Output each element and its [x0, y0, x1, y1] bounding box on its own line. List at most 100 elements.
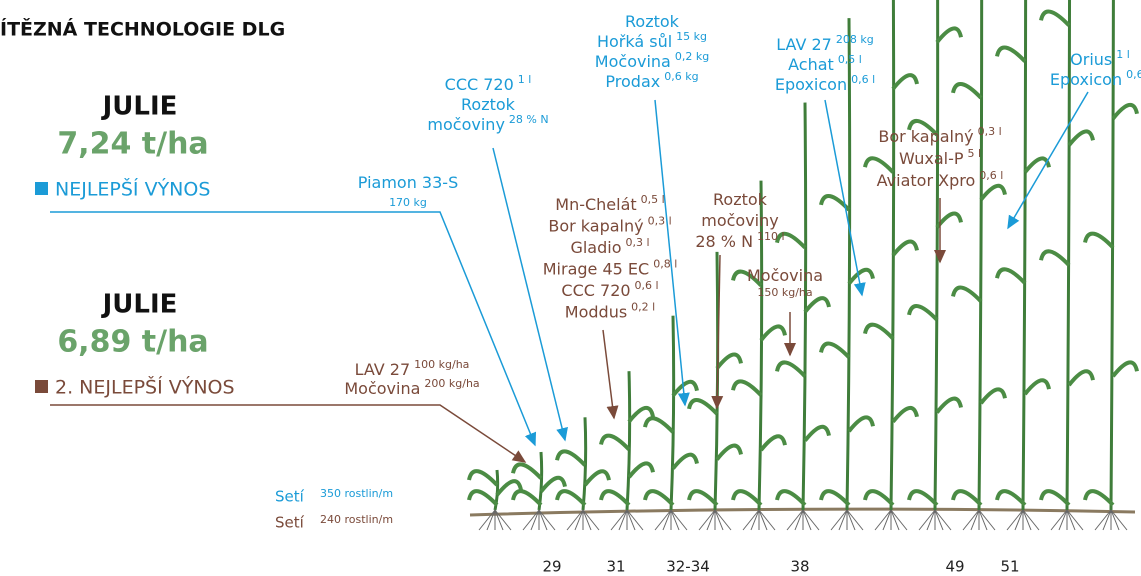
dose: 1 l — [518, 73, 532, 86]
dose: 1 l — [1116, 48, 1130, 61]
leaf — [775, 231, 807, 250]
product: Epoxicon — [775, 75, 847, 94]
annotation-line: Mn-Chelát 0,5 l — [555, 193, 664, 214]
annotation-line: 170 kg — [389, 196, 427, 209]
product: Aviator Xpro — [877, 171, 976, 190]
month: JULIE — [101, 290, 178, 320]
leaf — [863, 156, 895, 174]
leaf — [511, 462, 543, 480]
dose: 100 kg/ha — [414, 358, 469, 371]
leaf — [759, 324, 787, 342]
legend-square — [35, 380, 48, 393]
leaf — [1039, 249, 1071, 267]
root — [618, 509, 628, 531]
dose: 0,5 l — [838, 53, 862, 66]
stem — [1021, 0, 1028, 511]
stem — [977, 0, 984, 511]
root — [566, 509, 584, 531]
annotation-line: LAV 27 100 kg/ha — [355, 358, 470, 379]
root — [758, 509, 768, 531]
leaf — [555, 489, 587, 507]
annotation-line: Epoxicon 0,6 l — [775, 73, 875, 94]
product: CCC 720 — [445, 75, 514, 94]
root — [890, 509, 908, 531]
leaf — [555, 449, 587, 467]
root — [802, 509, 820, 531]
arrow — [1007, 91, 1089, 230]
root — [706, 509, 716, 531]
root — [1006, 509, 1024, 531]
root — [978, 509, 996, 531]
annotation-line: CCC 720 0,6 l — [561, 279, 658, 300]
stem — [845, 18, 852, 511]
stem — [757, 180, 764, 511]
root — [698, 509, 716, 531]
leaf — [1039, 489, 1071, 507]
leaf — [907, 304, 939, 322]
annotation-line: Roztok — [625, 12, 680, 31]
sowing-label: Setí — [275, 488, 305, 506]
arrow — [654, 99, 690, 407]
product: Mn-Chelát — [555, 195, 636, 214]
root — [1102, 509, 1112, 531]
product: Wuxal-P — [899, 149, 964, 168]
stage: 51 — [1000, 558, 1019, 576]
stage: 31 — [606, 558, 625, 576]
dose: 0,5 l — [641, 193, 665, 206]
product: Orius — [1070, 50, 1112, 69]
dose: 0,6 l — [635, 279, 659, 292]
annotation-line: Moddus 0,2 l — [565, 301, 655, 322]
stage: 29 — [542, 558, 561, 576]
leaf — [803, 424, 831, 442]
dose: 0,6 l — [851, 73, 875, 86]
dose: 5 l — [967, 147, 981, 160]
leaf — [907, 119, 939, 137]
annotation-line: 150 kg/ha — [757, 286, 812, 299]
product: Roztok — [461, 95, 516, 114]
leaf — [1111, 360, 1139, 378]
root — [582, 509, 600, 531]
annotation-line: Orius 1 l — [1070, 48, 1130, 69]
root — [890, 509, 900, 531]
stage: 49 — [945, 558, 964, 576]
yield: 6,89 t/ha — [57, 325, 208, 360]
leaf — [583, 469, 611, 487]
leaf — [847, 415, 875, 433]
annotation-line: Gladio 0,3 l — [570, 236, 649, 257]
annotation-line: Hořká sůl 15 kg — [597, 30, 707, 51]
stem — [889, 0, 896, 511]
dose: 150 kg/ha — [757, 286, 812, 299]
leaf — [759, 434, 787, 452]
dose: 0,2 l — [631, 301, 655, 314]
product: Hořká sůl — [597, 32, 672, 51]
leaf — [1067, 129, 1095, 147]
root — [830, 509, 848, 531]
leaf — [1023, 156, 1051, 174]
leaf — [863, 322, 895, 340]
leaf — [995, 267, 1027, 285]
stem — [801, 102, 808, 511]
root — [742, 509, 760, 531]
leaf — [979, 183, 1007, 201]
leaf — [775, 489, 807, 507]
annotation-line: CCC 720 1 l — [445, 73, 532, 94]
leaf — [891, 406, 919, 424]
leaf — [715, 352, 743, 370]
leaf — [467, 489, 499, 507]
annotation-line: močoviny 28 % N — [427, 113, 548, 134]
arrow — [824, 99, 866, 297]
stem — [669, 315, 676, 511]
root — [538, 509, 548, 531]
dose: 0,6 l — [979, 169, 1003, 182]
root — [934, 509, 944, 531]
leaf — [935, 396, 963, 414]
dose: 0,3 l — [978, 125, 1002, 138]
leaf — [819, 341, 851, 359]
root — [582, 509, 592, 531]
leaf — [731, 269, 763, 287]
root — [802, 509, 812, 531]
root — [1066, 509, 1084, 531]
leaf — [995, 45, 1027, 63]
root — [1022, 509, 1032, 531]
